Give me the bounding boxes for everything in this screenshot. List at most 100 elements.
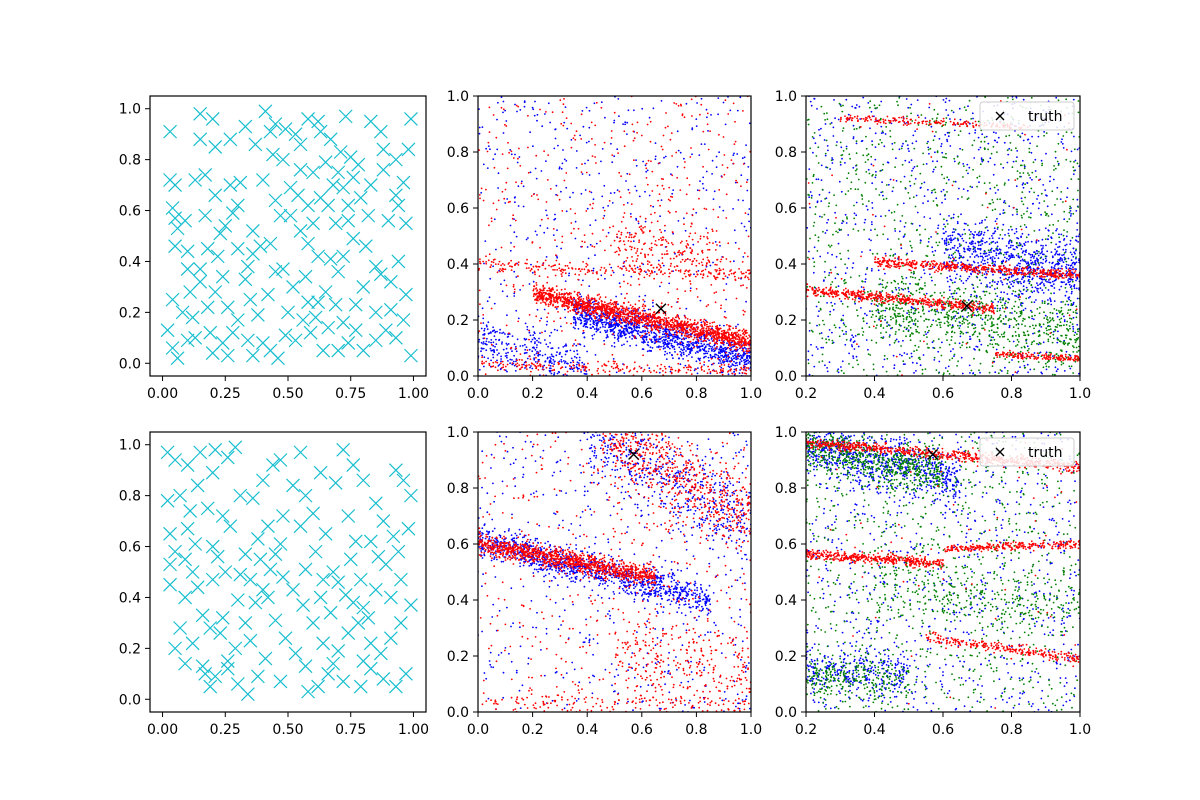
data-point [692, 346, 695, 349]
data-point [631, 338, 633, 340]
data-point [572, 359, 574, 362]
data-point [691, 127, 694, 130]
data-point [643, 276, 646, 279]
data-point [660, 237, 662, 240]
data-point [685, 269, 688, 271]
data-point [648, 334, 651, 336]
data-point [564, 288, 566, 290]
data-point [669, 199, 671, 202]
data-point-x-marker [323, 132, 338, 147]
data-point [592, 269, 595, 272]
data-point [697, 321, 699, 324]
data-point [504, 333, 506, 335]
data-point [576, 361, 579, 364]
data-point [711, 325, 714, 328]
data-point [677, 330, 680, 333]
data-point [583, 305, 586, 308]
data-point [737, 336, 740, 339]
data-point [693, 369, 696, 372]
data-point [575, 366, 578, 368]
data-point [635, 320, 638, 323]
data-point [588, 140, 590, 143]
data-point [623, 372, 626, 374]
data-point [581, 163, 583, 166]
data-point [559, 367, 562, 370]
data-point [570, 232, 573, 235]
data-point [484, 240, 487, 243]
data-point [631, 246, 633, 249]
data-point [698, 346, 701, 348]
data-point [712, 198, 715, 201]
data-point [664, 224, 666, 227]
data-point [845, 330, 847, 333]
data-point [828, 329, 831, 331]
data-point [728, 333, 730, 336]
data-point [947, 114, 950, 116]
data-point [687, 270, 689, 272]
data-point [537, 369, 540, 371]
data-point [617, 246, 620, 249]
data-point-x-marker [281, 305, 295, 320]
data-point [553, 300, 555, 303]
data-point [655, 326, 658, 329]
data-point [592, 272, 594, 274]
data-point [668, 334, 671, 337]
data-point [645, 177, 648, 179]
data-point [706, 325, 708, 328]
data-point [730, 269, 732, 271]
data-point [683, 322, 685, 325]
data-point [575, 363, 578, 366]
data-point [488, 253, 491, 256]
data-point [520, 180, 523, 183]
data-point [622, 332, 625, 335]
data-point [685, 337, 687, 340]
data-point [659, 204, 661, 207]
data-point [679, 307, 681, 310]
data-point [627, 109, 630, 112]
data-point [911, 250, 913, 253]
data-point [636, 330, 639, 333]
data-point [582, 261, 584, 263]
data-point [631, 267, 633, 270]
data-point [674, 320, 676, 323]
data-point [848, 352, 850, 355]
x-tick-label: 0.2 [521, 386, 543, 402]
data-point [732, 335, 734, 338]
data-point [495, 338, 497, 341]
data-point [708, 260, 711, 263]
data-point [598, 293, 600, 296]
data-point [587, 301, 590, 303]
data-point [742, 332, 745, 334]
data-point [560, 122, 563, 125]
data-point-x-marker [193, 106, 208, 121]
data-point [578, 316, 581, 319]
data-point [502, 132, 505, 134]
data-point [740, 342, 743, 344]
data-point [689, 289, 692, 292]
data-point [624, 308, 627, 311]
data-point [628, 370, 631, 373]
data-point-x-marker [326, 178, 341, 193]
data-point [550, 357, 552, 360]
data-point [662, 236, 664, 239]
data-point [616, 308, 619, 311]
data-point [748, 334, 750, 337]
data-point [589, 323, 592, 326]
data-point-x-marker [288, 333, 303, 348]
data-point-x-marker [391, 198, 406, 213]
data-point [725, 283, 728, 285]
data-point [649, 371, 652, 374]
data-point [732, 272, 735, 275]
data-point [647, 341, 649, 344]
data-point [494, 331, 497, 334]
data-point [677, 269, 680, 272]
data-point [506, 336, 509, 338]
data-point [553, 361, 556, 363]
data-point [718, 348, 720, 351]
data-point [629, 213, 632, 215]
data-point [486, 150, 489, 153]
data-point [496, 361, 499, 364]
data-point [736, 364, 738, 367]
data-point [615, 312, 617, 315]
data-point [725, 258, 728, 260]
